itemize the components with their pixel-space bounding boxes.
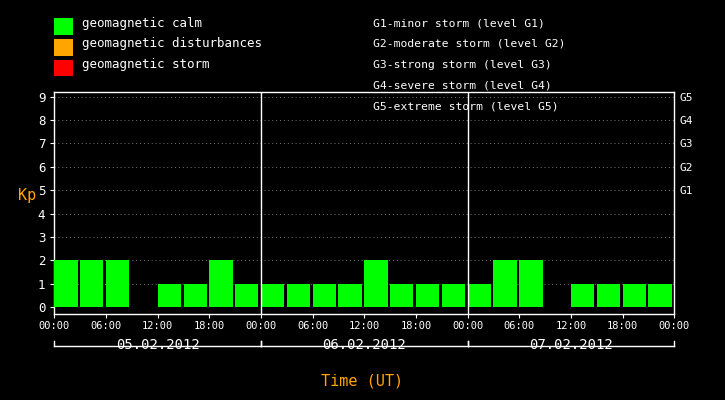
Text: G5-extreme storm (level G5): G5-extreme storm (level G5) [373, 101, 559, 111]
Bar [339, 284, 362, 307]
Bar [157, 284, 181, 307]
Bar [312, 284, 336, 307]
Text: Time (UT): Time (UT) [321, 373, 404, 388]
Text: G1-minor storm (level G1): G1-minor storm (level G1) [373, 18, 545, 28]
Bar [571, 284, 594, 307]
Text: 05.02.2012: 05.02.2012 [116, 338, 199, 352]
Text: 06.02.2012: 06.02.2012 [323, 338, 406, 352]
Bar [54, 260, 78, 307]
Bar [442, 284, 465, 307]
Y-axis label: Kp: Kp [17, 188, 36, 203]
Bar [597, 284, 620, 307]
Bar [261, 284, 284, 307]
Bar [519, 260, 542, 307]
Bar [390, 284, 413, 307]
Text: geomagnetic disturbances: geomagnetic disturbances [82, 38, 262, 50]
Bar [416, 284, 439, 307]
Bar [80, 260, 104, 307]
Text: G4-severe storm (level G4): G4-severe storm (level G4) [373, 80, 552, 90]
Bar [364, 260, 388, 307]
Text: G2-moderate storm (level G2): G2-moderate storm (level G2) [373, 39, 566, 49]
Bar [468, 284, 491, 307]
Text: 07.02.2012: 07.02.2012 [529, 338, 613, 352]
Text: G3-strong storm (level G3): G3-strong storm (level G3) [373, 60, 552, 70]
Bar [235, 284, 258, 307]
Bar [210, 260, 233, 307]
Bar [648, 284, 671, 307]
Bar [183, 284, 207, 307]
Bar [287, 284, 310, 307]
Bar [623, 284, 646, 307]
Text: geomagnetic calm: geomagnetic calm [82, 17, 202, 30]
Bar [106, 260, 129, 307]
Bar [494, 260, 517, 307]
Text: geomagnetic storm: geomagnetic storm [82, 58, 210, 71]
